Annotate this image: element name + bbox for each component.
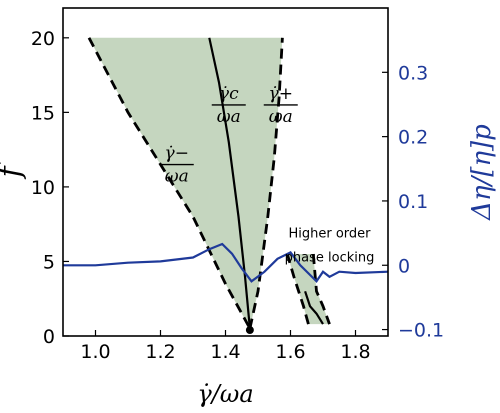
fraction-denominator-0: ωa — [217, 107, 241, 127]
y-tick-label-0: 0 — [43, 326, 55, 348]
y-tick-label-2: 10 — [31, 177, 55, 199]
y-right-tick-label-2: 0.1 — [398, 191, 428, 213]
delta-eta-series — [63, 242, 389, 284]
y-right-tick-label-4: 0.3 — [398, 62, 428, 84]
fraction-numerator-0: γ̇c — [219, 84, 239, 104]
x-tick-label-3: 1.6 — [275, 341, 305, 363]
region-0-right-boundary — [248, 37, 284, 329]
annotation-4: phase locking — [285, 250, 375, 265]
y-tick-label-3: 15 — [31, 102, 55, 124]
x-axis-label: γ̇/ωa — [197, 380, 253, 408]
shaded-regions — [89, 37, 330, 329]
fraction-numerator-1: γ̇+ — [269, 84, 293, 104]
x-tick-label-4: 1.8 — [340, 341, 370, 363]
shaded-region-1 — [287, 254, 330, 325]
annotation-3: Higher order — [288, 227, 371, 242]
y-axis-label: f — [0, 162, 28, 180]
boundary-lines — [87, 37, 331, 330]
region-1-left-boundary — [285, 253, 310, 325]
y-tick-label-1: 5 — [43, 251, 55, 273]
y-right-tick-label-3: 0.2 — [398, 127, 428, 149]
fraction-numerator-2: γ̇− — [165, 144, 189, 164]
solid-line-0 — [208, 37, 251, 329]
fraction-denominator-2: ωa — [165, 167, 189, 187]
x-tick-label-1: 1.2 — [145, 341, 175, 363]
x-tick-label-0: 1.0 — [80, 341, 110, 363]
region-0-left-boundary — [87, 37, 252, 330]
y-right-tick-label-1: 0 — [398, 255, 410, 277]
region-1-right-boundary — [311, 253, 331, 325]
y-right-tick-label-0: −0.1 — [398, 320, 444, 342]
delta-eta-line — [63, 242, 389, 284]
markers — [245, 326, 254, 335]
annotations: γ̇c ωa γ̇+ ωa γ̇− ωa Higher order phase locking — [159, 84, 375, 265]
y-tick-label-4: 20 — [31, 28, 55, 50]
fraction-denominator-1: ωa — [269, 107, 293, 127]
solid-line-1 — [304, 290, 324, 325]
ticks: 1.0 1.2 1.4 1.6 1.8 0 5 10 15 20 −0.1 0 0.1 0.2 0.3 — [31, 28, 444, 363]
y-right-axis-label: Δη/[η]p — [467, 124, 497, 221]
marker-0 — [245, 326, 254, 335]
x-tick-label-2: 1.4 — [210, 341, 240, 363]
